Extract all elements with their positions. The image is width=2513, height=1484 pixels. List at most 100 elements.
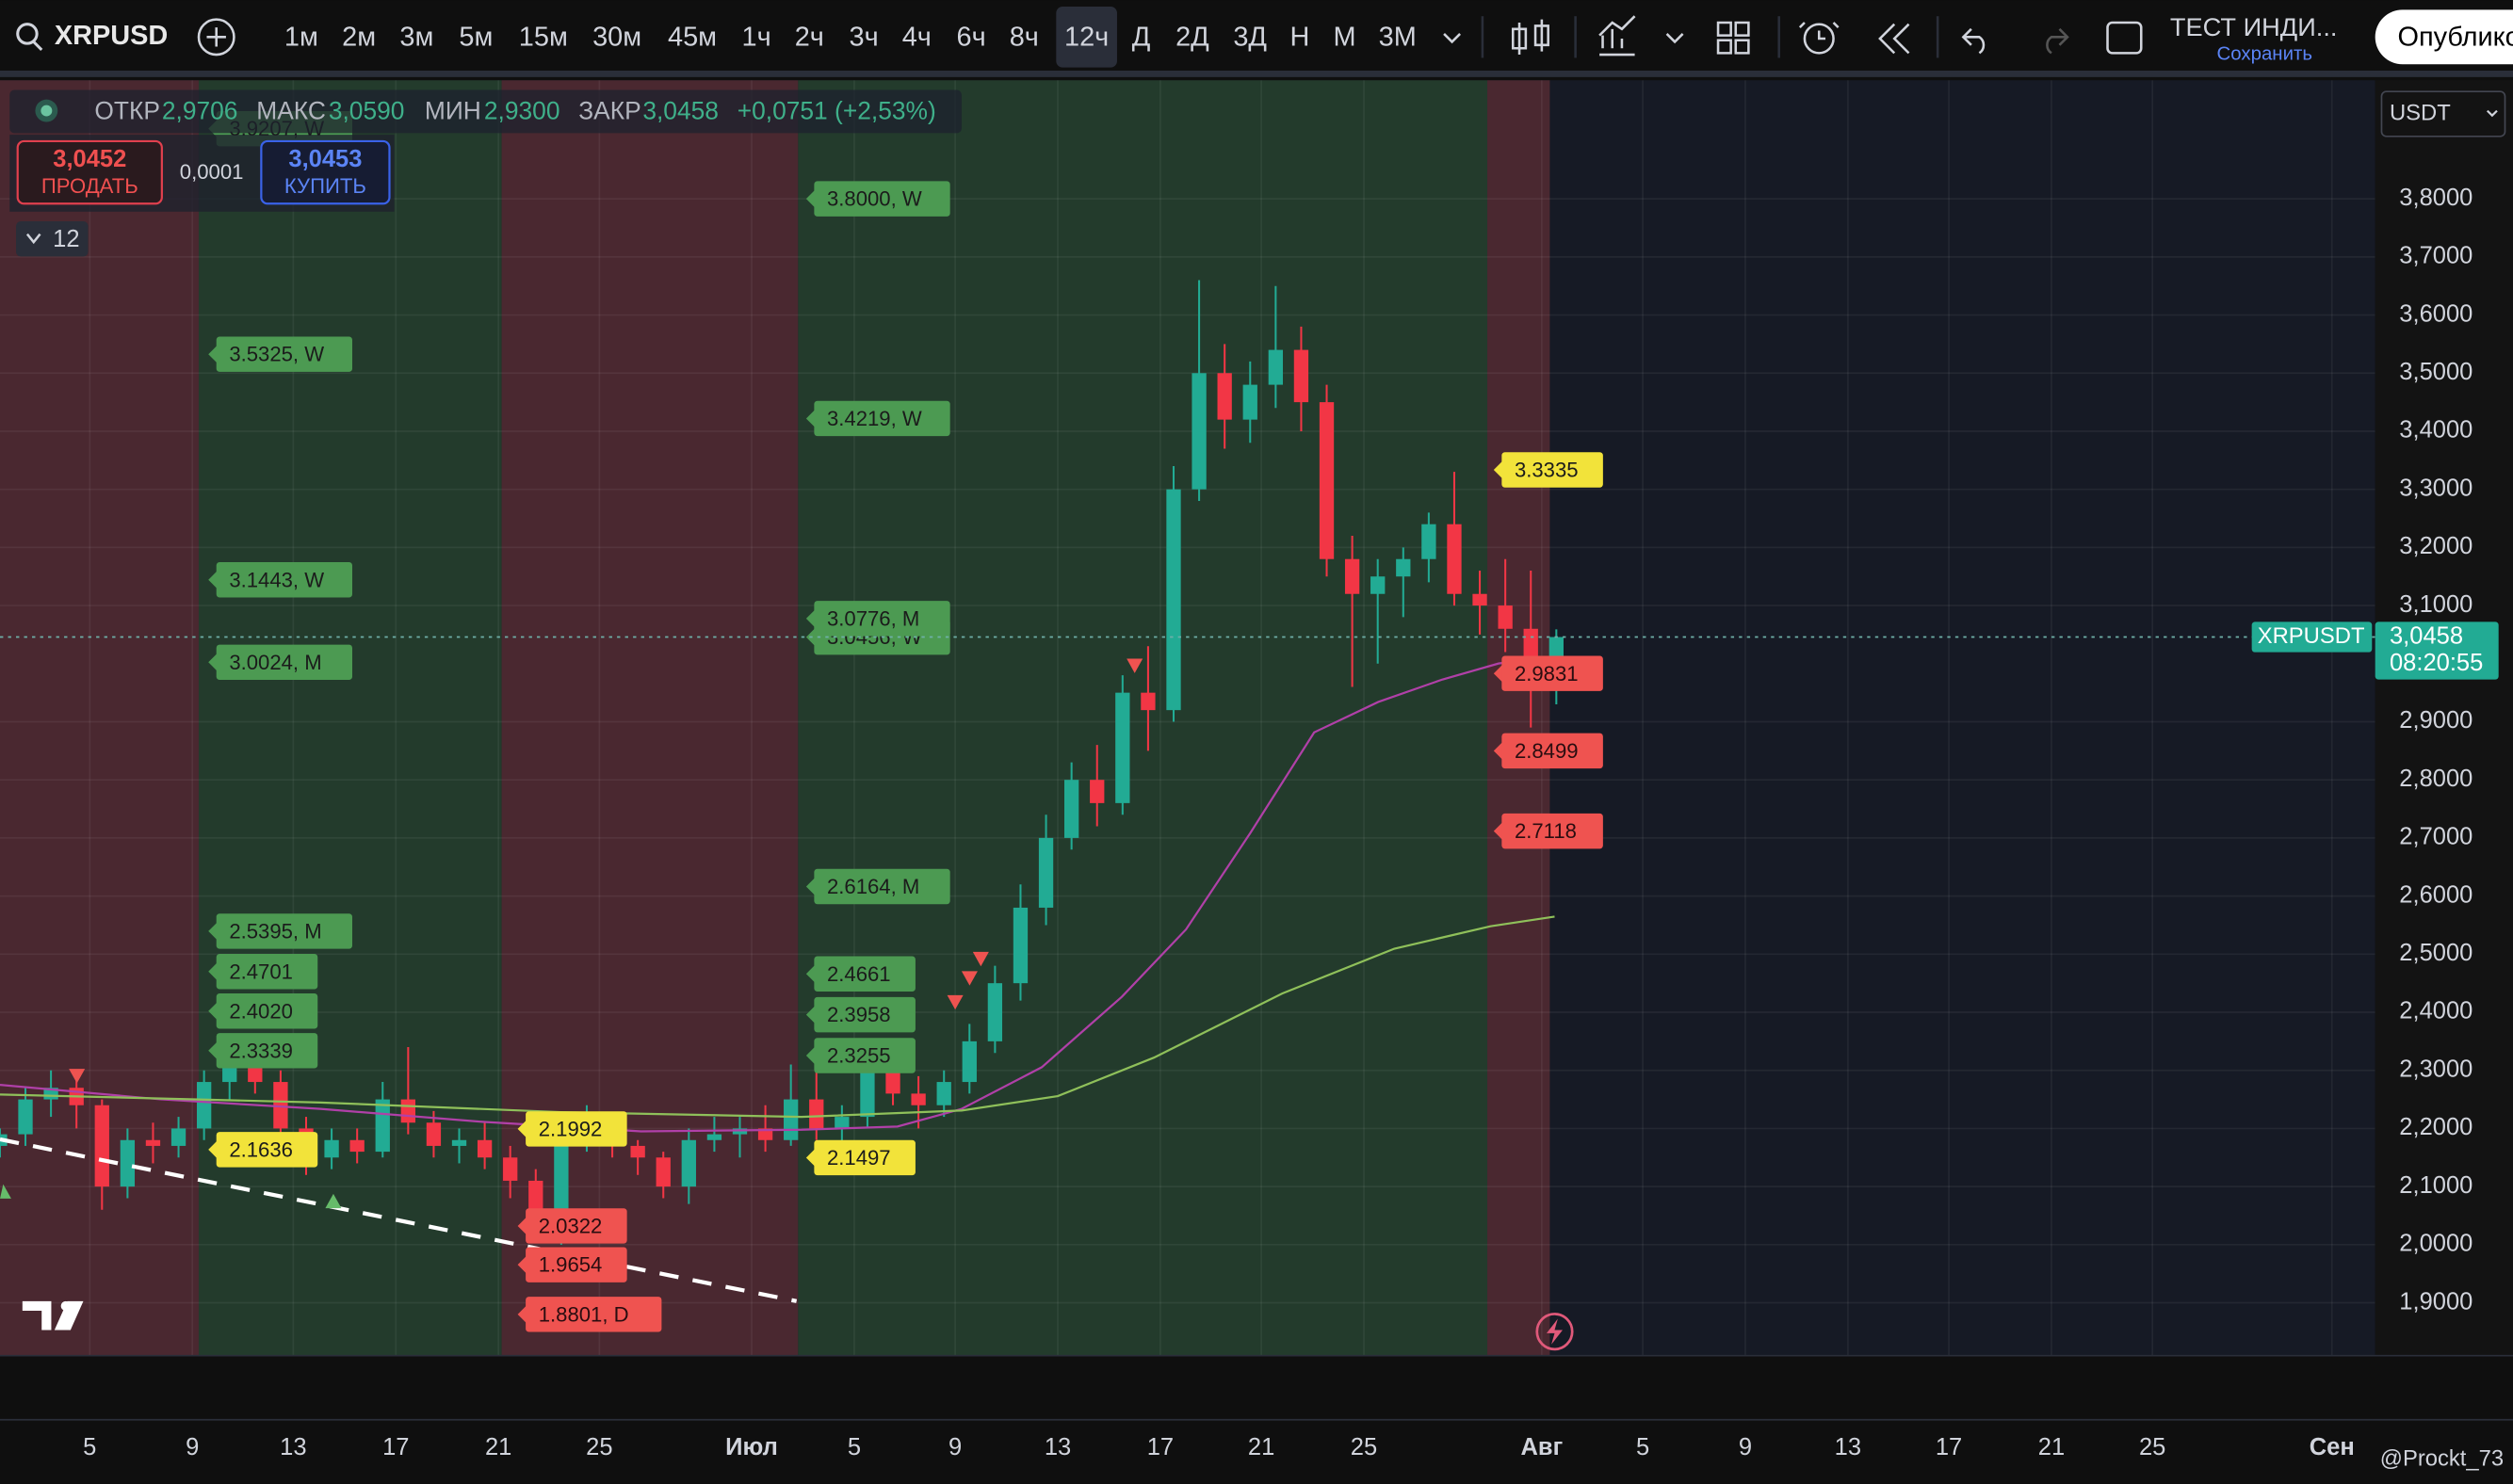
interval[interactable]: 4ч <box>902 23 932 53</box>
time-tick-label: 5 <box>848 1434 861 1460</box>
zone-red <box>1487 80 1550 1356</box>
indicators-more[interactable] <box>1665 33 1684 44</box>
buy-price: 3,0453 <box>288 146 362 172</box>
interval[interactable]: 2м <box>342 23 376 53</box>
time-tick-label: 21 <box>2038 1434 2065 1460</box>
level-label: 3.4219, W <box>805 400 950 437</box>
candle-body <box>1192 373 1207 490</box>
interval[interactable]: 15м <box>519 23 568 53</box>
time-tick-label: 21 <box>485 1434 511 1460</box>
label-box <box>526 1111 627 1147</box>
time-tick-label: 9 <box>948 1434 962 1460</box>
candle-body <box>528 1180 543 1216</box>
level-label: 3.0776, M <box>805 601 950 637</box>
price-ticks: 3,8000 3,7000 3,6000 3,5000 3,4000 3,3000 3,20… <box>2399 185 2472 1315</box>
indicators-button[interactable] <box>1598 15 1636 56</box>
indicators-toggle[interactable] <box>16 221 89 257</box>
currency-select[interactable] <box>2380 90 2506 137</box>
interval[interactable]: 3ч <box>850 23 879 53</box>
alert-icon <box>1798 22 1840 40</box>
interval[interactable]: 6ч <box>957 23 986 53</box>
interval[interactable]: 2ч <box>795 23 824 53</box>
label-pointer <box>208 1040 219 1061</box>
time-tick-label: 5 <box>83 1434 96 1460</box>
symbol[interactable]: XRPUSD <box>55 21 168 51</box>
label-pointer <box>517 1216 527 1236</box>
level-label: 2.1497 <box>805 1139 916 1176</box>
currency: USDT <box>2390 100 2451 125</box>
price-tick-label: 2,5000 <box>2399 940 2472 966</box>
search-icon <box>32 40 43 52</box>
replay-button[interactable] <box>1878 23 1910 55</box>
search-icon[interactable] <box>16 23 39 45</box>
publish-button[interactable] <box>2375 9 2513 65</box>
candle-body <box>503 1157 518 1181</box>
undo-button[interactable] <box>1961 27 1986 55</box>
interval[interactable]: М <box>1334 23 1356 53</box>
label-pointer <box>805 188 817 209</box>
moving-average-purple <box>0 655 1548 1133</box>
interval-more[interactable] <box>1443 33 1461 44</box>
time-tick-label: 5 <box>1636 1434 1649 1460</box>
label-text: 2.3339 <box>229 1039 293 1062</box>
label-pointer <box>805 964 817 984</box>
layout-button[interactable] <box>1716 21 1750 55</box>
label-text: 2.8499 <box>1515 739 1579 763</box>
layout-name[interactable]: ТЕСТ ИНДИ... <box>2170 12 2338 41</box>
interval[interactable]: 12ч <box>1064 23 1109 53</box>
price-tick-label: 1,9000 <box>2399 1288 2472 1315</box>
buy-text: КУПИТЬ <box>284 174 366 198</box>
candle-body <box>273 1082 288 1129</box>
interval[interactable]: Н <box>1289 23 1309 53</box>
interval[interactable]: 3м <box>399 23 433 53</box>
chart-type-button[interactable] <box>1511 19 1549 56</box>
interval[interactable]: 30м <box>592 23 641 53</box>
sell-marker <box>69 1069 86 1084</box>
sell-button[interactable] <box>16 139 163 205</box>
level-label: 1.9654 <box>517 1247 627 1282</box>
interval[interactable]: 45м <box>668 23 717 53</box>
fullscreen-button[interactable] <box>2106 21 2143 55</box>
time-tick-label: 13 <box>1045 1434 1071 1460</box>
candle-body <box>120 1139 136 1187</box>
candle-body <box>477 1139 493 1158</box>
time-tick-label: 17 <box>1147 1434 1174 1460</box>
buy-button[interactable] <box>260 139 391 205</box>
time-tick-label: Авг <box>1520 1434 1563 1460</box>
label-text: 1.9654 <box>539 1253 603 1277</box>
interval[interactable]: 1м <box>284 23 318 53</box>
time-tick-label: 17 <box>1936 1434 1962 1460</box>
level-label: 3.5325, W <box>208 336 352 372</box>
time-tick-label: 25 <box>586 1434 612 1460</box>
candle-body <box>987 983 1003 1041</box>
redo-button[interactable] <box>2046 27 2069 55</box>
event-icon[interactable] <box>1535 1313 1574 1351</box>
level-label: 2.8499 <box>1493 733 1603 769</box>
level-label: 2.0322 <box>517 1208 627 1244</box>
compare-button[interactable] <box>197 18 235 56</box>
legend-status-dot <box>41 105 53 117</box>
label-text: 2.5395, M <box>229 919 321 943</box>
alert-button[interactable] <box>1803 23 1835 55</box>
level-label: 2.4020 <box>208 993 318 1029</box>
time-tick-label: 9 <box>186 1434 199 1460</box>
label-box <box>814 601 950 637</box>
time-tick-label: 25 <box>1351 1434 1377 1460</box>
time-tick-label: 13 <box>1835 1434 1861 1460</box>
label-box <box>216 954 318 990</box>
candle-body <box>1421 524 1436 559</box>
candle-body <box>349 1139 365 1153</box>
interval[interactable]: Д <box>1132 23 1151 53</box>
low-label: МИН <box>425 96 481 124</box>
interval[interactable]: 5м <box>459 23 493 53</box>
label-text: 3.5325, W <box>229 343 324 366</box>
label-pointer <box>805 608 817 629</box>
interval[interactable]: 3М <box>1379 23 1417 53</box>
interval[interactable]: 3Д <box>1233 23 1267 53</box>
interval[interactable]: 8ч <box>1010 23 1039 53</box>
interval[interactable]: 1ч <box>742 23 771 53</box>
label-text: 2.6164, M <box>827 875 919 898</box>
candle-body <box>885 1070 900 1094</box>
interval[interactable]: 2Д <box>1175 23 1209 53</box>
